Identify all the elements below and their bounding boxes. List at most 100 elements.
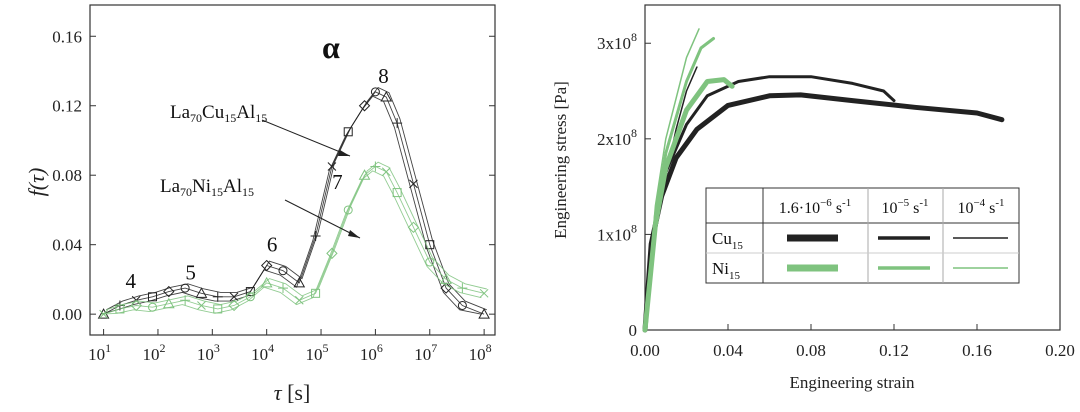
left-series-line [106, 86, 487, 311]
left-point [148, 292, 158, 302]
peak-label: 5 [185, 260, 196, 284]
peak-label: 7 [332, 170, 343, 194]
legend-rate-label: 10−4 s-1 [957, 197, 1004, 217]
left-y-tick-label: 0.08 [52, 166, 82, 185]
left-point [180, 283, 190, 293]
left-point [294, 295, 304, 305]
left-point [358, 100, 371, 112]
right-axis-ticks [644, 42, 1061, 331]
cu-label-arrow [261, 119, 351, 157]
left-point [407, 221, 420, 234]
left-series-line [106, 161, 487, 311]
right-series-group [642, 28, 1005, 333]
right-x-axis-label: Engineering strain [789, 373, 915, 392]
left-x-axis-label: τ [s] [274, 380, 311, 405]
left-x-tick-label: 103 [197, 341, 220, 364]
left-x-tick-labels: 101 102 103 104 105 106 107 108 [88, 341, 492, 364]
left-x-tick-label: 107 [414, 341, 437, 364]
legend-rows: Cu15 Ni15 [712, 229, 1008, 282]
cu-series-label: La70Cu15Al15 [170, 102, 267, 125]
right-x-tick-label: 0.04 [713, 341, 743, 360]
legend-box [705, 187, 1020, 284]
left-axis-ticks [90, 35, 495, 335]
left-point [212, 291, 223, 302]
right-x-tick-label: 0.20 [1045, 341, 1075, 360]
right-x-tick-labels: 0.00 0.04 0.08 0.12 0.16 0.20 [630, 341, 1075, 360]
left-x-tick-label: 101 [88, 341, 111, 364]
right-x-tick-label: 0.16 [962, 341, 992, 360]
right-x-tick-label: 0.12 [879, 341, 909, 360]
left-point [277, 283, 288, 294]
peak-label: 4 [126, 269, 137, 293]
left-point [229, 292, 239, 302]
peak-label: 6 [267, 233, 278, 257]
left-x-tick-label: 106 [360, 341, 383, 364]
right-x-tick-label: 0.08 [796, 341, 826, 360]
left-point [392, 118, 403, 129]
left-point [425, 240, 435, 250]
left-y-tick-label: 0.12 [52, 97, 82, 116]
left-point [479, 288, 489, 298]
right-y-tick-label: 0 [629, 321, 638, 340]
legend-row-label: Ni15 [712, 259, 741, 282]
left-point [115, 304, 125, 314]
left-point [148, 302, 158, 312]
left-point [381, 167, 391, 177]
left-series-line [103, 91, 485, 315]
left-point [358, 169, 371, 180]
ni-series-label: La70Ni15Al15 [160, 176, 254, 199]
left-y-axis-label: f(τ) [24, 168, 49, 197]
left-point [228, 299, 240, 312]
stress-strain-chart: 0 1x108 2x108 3x108 0.00 0.04 0.08 0.12 0.16 0.2… [551, 4, 1075, 392]
legend-rate-label: 1.6·10−6 s-1 [779, 197, 851, 217]
stress-strain-curve [643, 37, 715, 332]
left-x-tick-label: 108 [469, 341, 492, 364]
legend-header: 1.6·10−6 s-1 10−5 s-1 10−4 s-1 [779, 197, 1005, 217]
left-x-tick-label: 102 [142, 341, 165, 364]
left-point [392, 188, 402, 198]
peak-label: 8 [378, 64, 389, 88]
left-y-tick-labels: 0.00 0.04 0.08 0.12 0.16 [52, 27, 82, 324]
left-point [380, 91, 393, 102]
right-y-tick-label: 3x108 [597, 30, 637, 53]
peak-labels: 4 5 6 7 8 [126, 64, 389, 293]
left-point [311, 288, 321, 298]
left-point [440, 282, 452, 294]
left-point [162, 297, 175, 309]
left-point [260, 276, 273, 288]
right-y-tick-labels: 0 1x108 2x108 3x108 [597, 30, 637, 340]
left-point [213, 304, 223, 314]
right-y-axis-label: Engineering stress [Pa] [551, 81, 570, 239]
left-point [425, 257, 435, 267]
left-point [326, 247, 338, 260]
left-point [245, 292, 255, 302]
left-x-tick-label: 105 [306, 341, 329, 364]
left-point [195, 287, 208, 298]
left-point [409, 179, 418, 189]
left-point [327, 162, 337, 171]
left-point [197, 301, 206, 310]
legend-rate-label: 10−5 s-1 [881, 197, 928, 217]
left-point [310, 231, 321, 241]
left-x-tick-label: 104 [251, 341, 274, 364]
legend-row-label: Cu15 [712, 229, 743, 252]
left-series-line [100, 170, 482, 315]
left-point [293, 276, 306, 288]
left-series-line [100, 95, 482, 315]
left-point [370, 87, 380, 97]
cu-arrow-head [338, 150, 350, 156]
left-plot-frame [89, 4, 496, 336]
right-x-tick-label: 0.00 [630, 341, 660, 360]
left-y-tick-label: 0.16 [52, 27, 82, 46]
left-point [163, 285, 175, 298]
right-y-tick-label: 2x108 [597, 126, 637, 149]
left-point [180, 295, 191, 306]
ni-label-arrow [284, 199, 361, 239]
left-point [343, 127, 353, 137]
left-point [343, 205, 353, 215]
left-point [130, 299, 142, 312]
left-series-group [97, 86, 490, 319]
right-plot-frame [644, 4, 1061, 331]
left-point [260, 259, 273, 272]
